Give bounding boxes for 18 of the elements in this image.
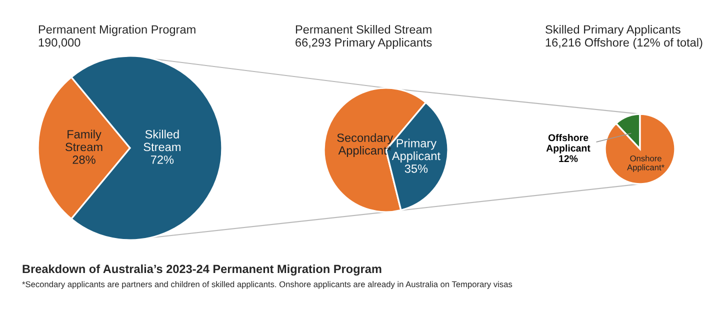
chart-subtitle: 66,293 Primary Applicants [296, 38, 432, 50]
data-label: 12% [559, 155, 578, 162]
text: Breakdown of Australia’s 2023-24 Permanent Migration Program [22, 264, 382, 276]
pie-slice [604, 113, 676, 185]
chart-title: Permanent Skilled Stream [296, 24, 432, 34]
data-label: 72% [150, 156, 174, 164]
slice-label: Skilled Stream [144, 130, 180, 152]
data-label: 35% [404, 164, 428, 173]
slice-label: Offshore Applicant [546, 134, 590, 154]
chart-subtitle: 190,000 [38, 38, 80, 48]
slice-label: Primary Applicant [392, 138, 440, 162]
slice-label: Family Stream [66, 130, 102, 152]
slice-label: Onshore Applicant* [627, 155, 664, 172]
data-label: 28% [72, 156, 96, 164]
chart-subtitle: 16,216 Offshore (12% of total) [546, 38, 702, 49]
text: *Secondary applicants are partners and children of skilled applicants. Onshore applicants are already in Australia on Temporary visas [22, 281, 512, 289]
chart-title: Permanent Migration Program [38, 24, 196, 36]
chart-title: Skilled Primary Applicants [546, 24, 680, 36]
